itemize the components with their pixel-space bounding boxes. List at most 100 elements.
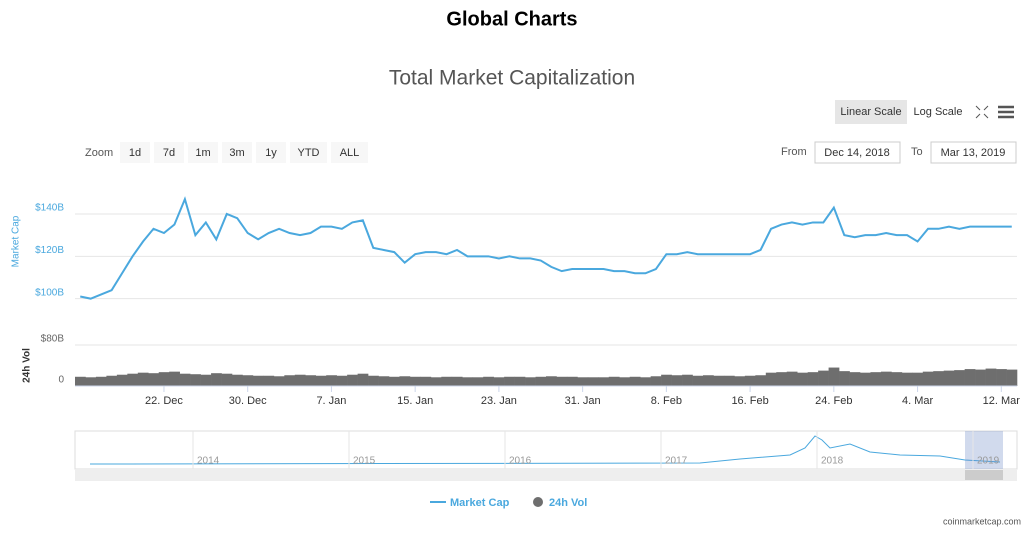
scrollbar[interactable] <box>75 469 1017 481</box>
volume-bar <box>451 376 463 386</box>
x-tick-label: 23. Jan <box>481 395 517 407</box>
volume-bar <box>483 376 494 386</box>
volume-bar <box>985 368 997 386</box>
x-tick-label: 22. Dec <box>145 395 183 407</box>
volume-bar <box>598 377 610 386</box>
x-tick-label: 8. Feb <box>651 395 682 407</box>
volume-bar <box>116 374 128 386</box>
navigator-label: 2017 <box>665 456 688 467</box>
volume-bar <box>943 370 955 386</box>
volume-bar <box>273 376 285 386</box>
x-tick-label: 31. Jan <box>565 395 601 407</box>
volume-bar <box>912 372 924 386</box>
volume-bar <box>326 375 337 386</box>
y2-tick-label: 0 <box>58 375 64 386</box>
credit: coinmarketcap.com <box>943 516 1021 526</box>
zoom-button[interactable]: ALL <box>340 147 360 159</box>
volume-bar <box>996 369 1007 386</box>
volume-bar <box>472 377 484 386</box>
zoom-button[interactable]: 1m <box>195 147 210 159</box>
zoom-button-bg[interactable] <box>222 142 252 163</box>
volume-bar <box>336 375 348 386</box>
navigator-frame[interactable] <box>74 430 1018 470</box>
x-tick-label: 30. Dec <box>229 395 267 407</box>
y-tick-label: $100B <box>35 287 64 298</box>
volume-bar <box>744 375 756 386</box>
to-value[interactable]: Mar 13, 2019 <box>941 147 1006 159</box>
x-tick-label: 15. Jan <box>397 395 433 407</box>
to-input[interactable] <box>930 141 1017 164</box>
volume-bar <box>535 376 547 386</box>
zoom-button[interactable]: 7d <box>163 147 175 159</box>
volume-bar <box>221 373 233 386</box>
legend-label[interactable]: Market Cap <box>450 497 510 509</box>
volume-bar <box>860 372 871 386</box>
scale-button[interactable]: Linear Scale <box>840 106 901 118</box>
volume-bar <box>566 376 578 386</box>
volume-bar <box>441 376 453 386</box>
zoom-button-bg[interactable] <box>331 142 368 163</box>
legend-dot[interactable] <box>533 497 543 507</box>
zoom-button[interactable]: 3m <box>229 147 244 159</box>
volume-bar <box>504 376 515 386</box>
menu-icon[interactable] <box>998 105 1014 119</box>
volume-bar <box>75 376 86 386</box>
market-cap-line <box>80 196 1012 300</box>
from-input[interactable] <box>814 141 901 164</box>
scale-button-bg[interactable] <box>835 100 907 124</box>
zoom-button[interactable]: 1d <box>129 147 141 159</box>
volume-bar <box>828 367 840 386</box>
zoom-button-bg[interactable] <box>120 142 150 163</box>
volume-bar <box>137 372 149 386</box>
volume-bar <box>849 372 861 386</box>
y-tick-label: $140B <box>35 203 64 214</box>
scale-button[interactable]: Log Scale <box>914 106 963 118</box>
volume-bar <box>420 376 432 386</box>
volume-bar <box>190 374 201 386</box>
zoom-button-bg[interactable] <box>290 142 327 163</box>
volume-bar <box>734 376 746 386</box>
zoom-button[interactable]: 1y <box>265 147 277 159</box>
volume-bar <box>870 372 882 386</box>
volume-bar <box>901 372 913 386</box>
zoom-label: Zoom <box>85 147 113 159</box>
x-tick-label: 7. Jan <box>316 395 346 407</box>
volume-bar <box>1006 369 1018 386</box>
volume-bar <box>368 375 379 386</box>
volume-bar <box>263 375 275 386</box>
navigator-label: 2018 <box>821 456 844 467</box>
zoom-button[interactable]: YTD <box>298 147 320 159</box>
volume-bar <box>357 373 369 386</box>
volume-bar <box>546 376 557 386</box>
y-axis-title: Market Cap <box>11 215 22 267</box>
volume-bar <box>389 376 400 386</box>
volume-bar <box>315 375 327 386</box>
volume-bar <box>765 372 777 386</box>
volume-bar <box>462 377 474 386</box>
volume-bar <box>755 375 767 386</box>
volume-bar <box>818 370 829 386</box>
volume-bar <box>85 377 97 386</box>
legend-label[interactable]: 24h Vol <box>549 497 587 509</box>
volume-bar <box>650 376 662 386</box>
zoom-button-bg[interactable] <box>188 142 218 163</box>
volume-bar <box>587 377 599 386</box>
volume-bar <box>200 374 212 386</box>
scrollbar-thumb[interactable] <box>965 470 1003 480</box>
volume-bar <box>661 374 672 386</box>
navigator-mask[interactable] <box>965 431 1003 469</box>
page-title: Global Charts <box>446 8 577 30</box>
volume-bar <box>169 371 180 386</box>
from-value[interactable]: Dec 14, 2018 <box>824 147 889 159</box>
fullscreen-icon[interactable] <box>975 105 989 119</box>
zoom-button-bg[interactable] <box>154 142 184 163</box>
volume-bar <box>252 375 264 386</box>
volume-bar <box>776 372 788 386</box>
volume-bar <box>493 377 505 386</box>
zoom-button-bg[interactable] <box>256 142 286 163</box>
volume-bar <box>933 371 945 386</box>
volume-bar <box>703 375 714 386</box>
volume-bar <box>964 369 976 386</box>
